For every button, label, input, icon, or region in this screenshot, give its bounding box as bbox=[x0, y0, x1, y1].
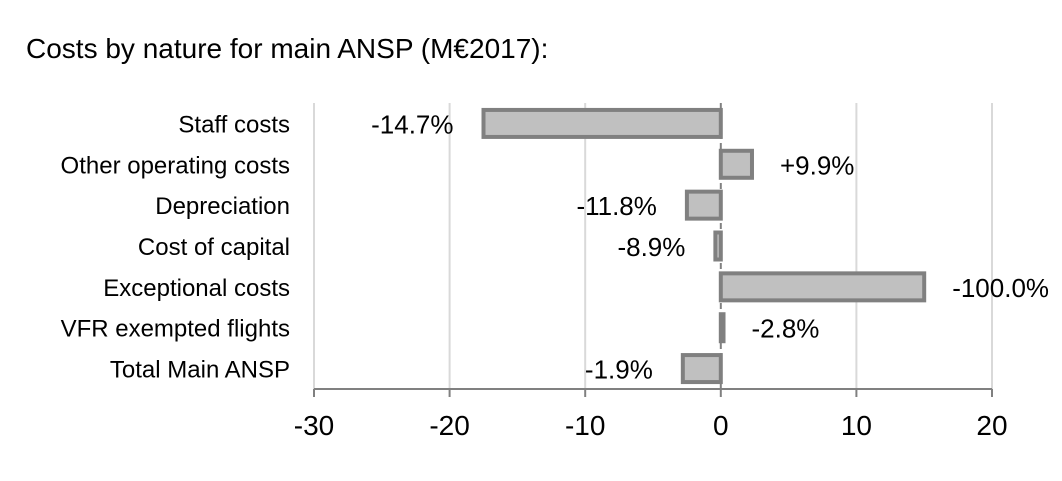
chart-title: Costs by nature for main ANSP (M€2017): bbox=[26, 33, 549, 64]
data-label: -14.7% bbox=[371, 109, 453, 139]
category-label: Exceptional costs bbox=[103, 275, 290, 302]
bar bbox=[481, 107, 723, 139]
x-tick-label: -10 bbox=[565, 410, 605, 441]
category-label: VFR exempted flights bbox=[61, 316, 290, 343]
bar bbox=[718, 148, 754, 180]
x-tick-label: 0 bbox=[713, 410, 729, 441]
x-tick-label: -20 bbox=[429, 410, 469, 441]
axes bbox=[313, 103, 993, 397]
data-label: -8.9% bbox=[617, 232, 685, 262]
category-label: Other operating costs bbox=[61, 152, 290, 179]
bars bbox=[481, 107, 927, 385]
data-label: +9.9% bbox=[780, 150, 854, 180]
category-label: Depreciation bbox=[155, 193, 290, 220]
category-label: Staff costs bbox=[178, 111, 290, 138]
data-label: -2.8% bbox=[752, 314, 820, 344]
data-label: -1.9% bbox=[585, 355, 653, 385]
gridlines bbox=[313, 103, 993, 389]
labels: -30 -20 -10 0 10 20 Staff costs Other operating… bbox=[61, 109, 1049, 441]
x-tick-label: 10 bbox=[841, 410, 872, 441]
category-label: Cost of capital bbox=[138, 234, 290, 261]
x-tick-label: 20 bbox=[976, 410, 1007, 441]
bar bbox=[684, 189, 723, 221]
bar bbox=[718, 271, 927, 303]
data-label: -11.8% bbox=[576, 191, 656, 221]
x-tick-label: -30 bbox=[294, 410, 334, 441]
data-label: -100.0% bbox=[952, 273, 1049, 303]
category-label: Total Main ANSP bbox=[110, 357, 290, 384]
bar bbox=[680, 353, 723, 385]
